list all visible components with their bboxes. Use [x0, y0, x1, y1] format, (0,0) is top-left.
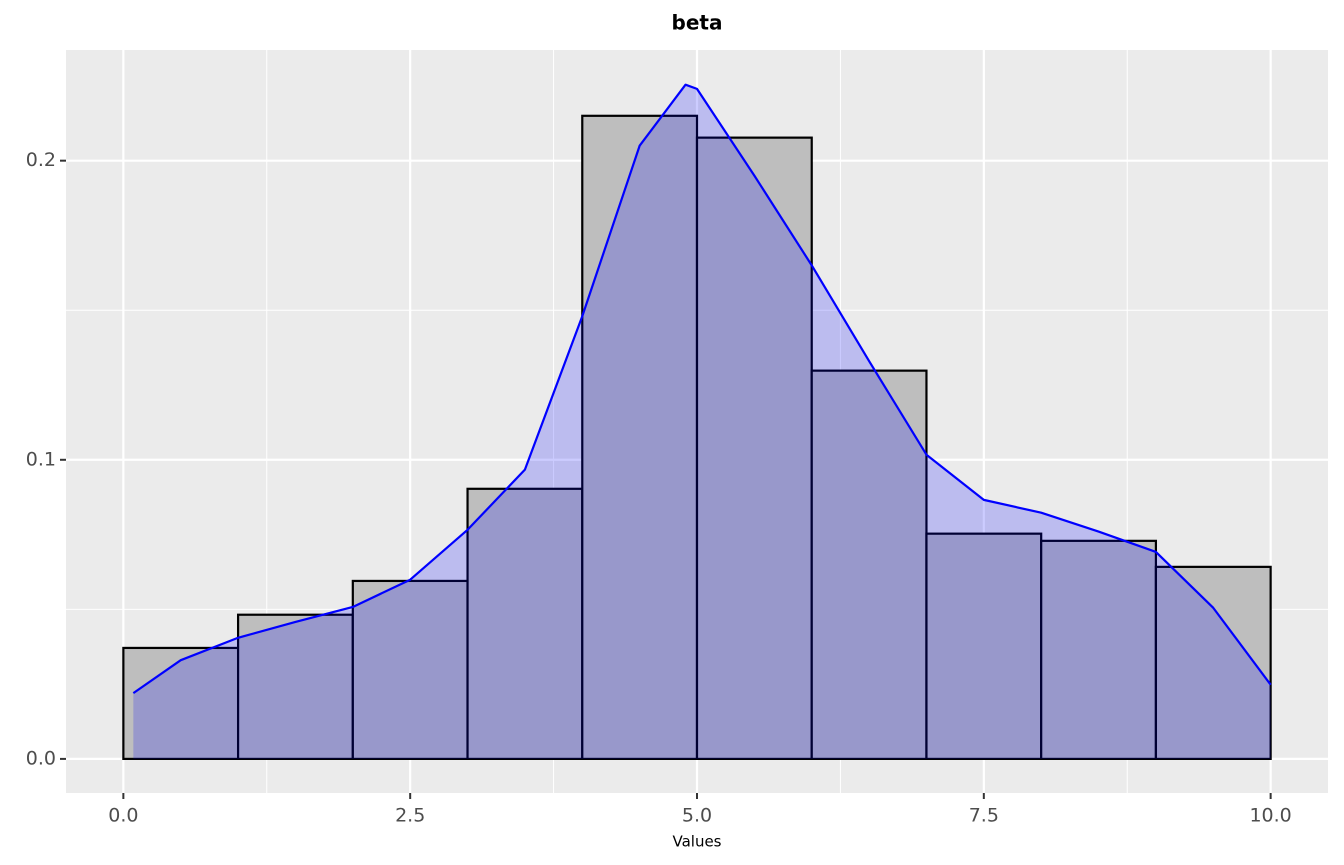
x-tick-label: 7.5 [969, 805, 999, 827]
bar [1154, 565, 1272, 761]
bar [695, 136, 813, 761]
bar [351, 579, 469, 761]
x-tick-label: 5.0 [682, 805, 712, 827]
bar [810, 369, 928, 761]
x-tick-label: 0.0 [108, 805, 138, 827]
x-axis-label: Values [672, 833, 721, 851]
density-area [133, 84, 1271, 759]
chart-title: beta [672, 11, 723, 35]
bar [236, 613, 354, 761]
y-tick-label: 0.2 [26, 149, 56, 171]
y-tick-label: 0.1 [26, 448, 56, 470]
x-tick-label: 10.0 [1249, 805, 1291, 827]
x-tick-label: 2.5 [395, 805, 425, 827]
bar [925, 532, 1043, 761]
y-tick-label: 0.0 [26, 747, 56, 769]
bar [1040, 539, 1158, 761]
density-line [132, 83, 1272, 694]
bar [122, 646, 240, 761]
bar [466, 487, 584, 761]
bar [581, 114, 699, 761]
